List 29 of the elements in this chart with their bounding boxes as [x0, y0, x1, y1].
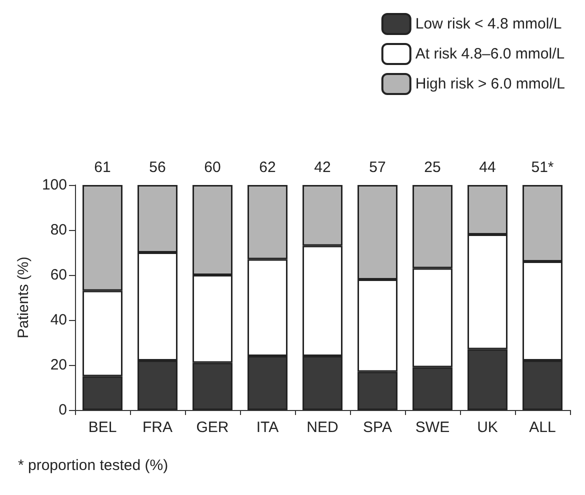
y-tick-label: 40: [50, 312, 67, 328]
annotation: 44: [479, 159, 496, 176]
annotation: 57: [369, 159, 386, 176]
y-tick-label: 100: [42, 176, 67, 194]
x-tick-label: SWE: [415, 419, 450, 436]
annotation: 25: [424, 159, 441, 176]
annotation: 42: [314, 159, 331, 176]
annotation: 62: [259, 159, 276, 176]
legend-label: High risk > 6.0 mmol/L: [415, 76, 566, 92]
annotation: 60: [204, 159, 221, 176]
y-axis-title: Patients (%): [15, 256, 32, 338]
x-tick-label: FRA: [142, 419, 172, 436]
annotation: 61: [94, 159, 111, 176]
x-tick-label: ALL: [529, 419, 556, 436]
y-tick-label: 20: [50, 356, 67, 374]
annotation: 56: [149, 159, 166, 176]
x-tick-label: ITA: [256, 419, 279, 436]
x-tick-label: BEL: [88, 419, 117, 436]
y-tick-label: 80: [50, 222, 67, 238]
y-tick-label: 0: [58, 402, 67, 418]
x-tick-label: UK: [477, 419, 498, 436]
x-tick-label: SPA: [363, 419, 392, 436]
x-tick-label: GER: [196, 419, 229, 436]
text: * proportion tested (%): [18, 457, 168, 474]
legend-label: Low risk < 4.8 mmol/L: [415, 16, 562, 32]
annotation: 51*: [531, 159, 554, 176]
x-tick-label: NED: [306, 419, 338, 436]
legend-label: At risk 4.8–6.0 mmol/L: [415, 46, 565, 62]
y-tick-label: 60: [50, 266, 67, 284]
